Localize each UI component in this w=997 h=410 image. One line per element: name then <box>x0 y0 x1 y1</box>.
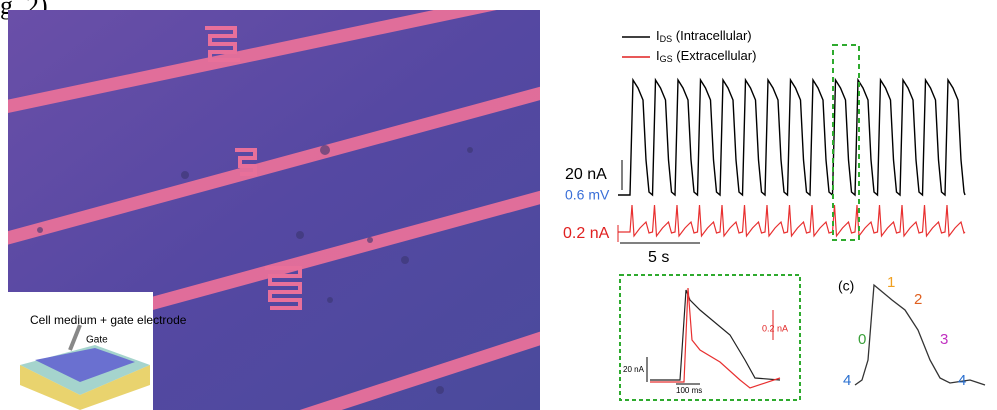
trace-ids <box>618 80 965 195</box>
legend-text: (Intracellular) <box>672 28 751 43</box>
legend-subscript: DS <box>660 34 673 44</box>
phase-label: 4 <box>958 372 966 389</box>
traces <box>618 80 965 236</box>
scale-time: 5 s <box>648 249 669 266</box>
zoom-gate-current: 0.2 nA <box>762 323 788 333</box>
zoom-time: 100 ms <box>676 386 702 395</box>
scale-current: 20 nA <box>565 166 607 183</box>
legend: IDS (Intracellular) IGS (Extracellular) <box>622 28 756 64</box>
phase-label: 2 <box>914 291 922 308</box>
page: {"header": {"fragment": "g. 2)"}, "inset… <box>0 0 997 410</box>
zoom-trace-ids <box>650 290 780 380</box>
legend-text: (Extracellular) <box>673 48 757 63</box>
trace-igs <box>618 205 965 236</box>
legend-subscript: GS <box>660 54 673 64</box>
zoom-box <box>833 45 859 240</box>
gate-label: Gate <box>86 335 108 346</box>
phase-label: 1 <box>887 274 895 291</box>
zoom-trace-igs <box>650 288 780 388</box>
legend-entry: IGS (Extracellular) <box>656 48 756 64</box>
scale-voltage: 0.6 mV <box>565 187 610 203</box>
inset-caption: Cell medium + gate electrode <box>30 313 187 327</box>
figure: g. 2) Cell medium + gate electrode Gate … <box>0 0 997 410</box>
phase-label: 3 <box>940 331 948 348</box>
zoom-current: 20 nA <box>623 365 645 374</box>
legend-entry: IDS (Intracellular) <box>656 28 752 44</box>
phase-label: 0 <box>858 331 866 348</box>
phase-label: 4 <box>843 372 851 389</box>
scale-gate-current: 0.2 nA <box>563 225 610 242</box>
micrograph <box>0 0 560 410</box>
phases: 0 1 2 3 4 4 <box>843 274 966 389</box>
panel-label: (c) <box>838 278 854 294</box>
